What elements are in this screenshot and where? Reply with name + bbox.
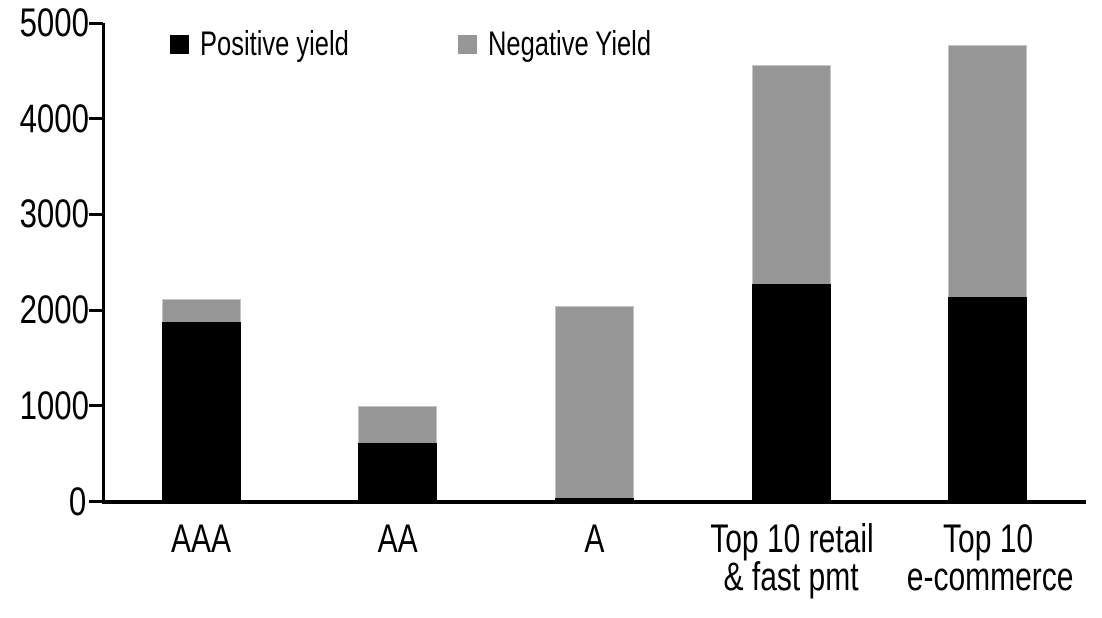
bar-top-10-e-commerce-negative-segment <box>948 45 1028 297</box>
x-axis-label-aaa: AAA <box>93 517 310 561</box>
bar-aaa-positive-segment <box>161 321 241 503</box>
x-axis-label-text: AAA <box>171 517 232 561</box>
x-axis-line <box>102 500 1086 504</box>
y-tick-label-0: 0 <box>0 482 86 522</box>
x-axis-label-text: AA <box>377 517 418 561</box>
bar-top-10-retail-fast-pmt-positive-segment <box>751 284 831 503</box>
y-axis-tick-2000 <box>89 308 103 312</box>
y-axis-tick-0 <box>89 500 103 503</box>
x-axis-label-text: Top 10 retail <box>710 517 874 561</box>
x-axis-label-line: A <box>486 517 703 561</box>
y-tick-label-text: 4000 <box>19 96 89 141</box>
legend-item-positive-yield: Positive yield <box>170 27 398 61</box>
x-axis-label-line: e-commerce <box>879 555 1096 599</box>
x-axis-label-text: e-commerce <box>907 555 1074 599</box>
x-axis-label-line: Top 10 retail <box>683 517 900 561</box>
bar-aa-positive-segment <box>358 442 438 503</box>
bar-aa <box>358 405 438 503</box>
bar-aaa <box>161 298 241 503</box>
x-axis-label-line: Top 10 <box>879 517 1096 561</box>
legend: Positive yield Negative Yield <box>170 27 706 61</box>
x-axis-label-text: & fast pmt <box>723 555 859 599</box>
legend-label-negative-yield: Negative Yield <box>488 27 705 61</box>
y-axis-tick-4000 <box>89 117 103 121</box>
legend-item-negative-yield: Negative Yield <box>458 27 705 61</box>
bar-aaa-negative-segment <box>161 298 241 322</box>
bar-top-10-retail-fast-pmt-negative-segment <box>751 65 831 285</box>
y-tick-label-5000: 5000 <box>0 1 89 45</box>
x-axis-label-line: & fast pmt <box>683 555 900 599</box>
y-tick-label-text: 2000 <box>19 288 89 333</box>
x-axis-label-text: Top 10 <box>942 517 1033 561</box>
bar-top-10-e-commerce <box>948 45 1028 503</box>
x-axis-label-text: A <box>584 517 605 561</box>
y-tick-label-3000: 3000 <box>0 192 89 237</box>
y-axis-tick-5000 <box>89 21 103 25</box>
y-axis-tick-1000 <box>89 404 103 408</box>
legend-label-negative-yield-text: Negative Yield <box>488 25 652 63</box>
x-axis-label-line: AAA <box>93 517 310 561</box>
bar-top-10-e-commerce-positive-segment <box>948 296 1028 503</box>
x-axis-label-aa: AA <box>290 517 507 561</box>
y-axis-line <box>102 23 105 503</box>
bar-a <box>555 306 634 503</box>
legend-label-positive-yield-text: Positive yield <box>200 25 349 63</box>
positive-yield-swatch <box>170 34 189 54</box>
y-axis-tick-3000 <box>89 212 103 216</box>
negative-yield-swatch <box>458 34 478 54</box>
bar-aa-negative-segment <box>358 405 438 443</box>
legend-label-positive-yield: Positive yield <box>200 27 398 61</box>
bar-top-10-retail-fast-pmt <box>751 65 831 503</box>
x-axis-label-line: AA <box>290 517 507 561</box>
x-axis-label-a: A <box>486 517 703 561</box>
y-tick-label-text: 3000 <box>19 192 89 237</box>
x-axis-label-top-10-e-commerce: Top 10 e-commerce <box>879 517 1096 599</box>
y-tick-label-text: 5000 <box>19 1 89 45</box>
x-axis-label-top-10-retail-fast-pmt: Top 10 retail & fast pmt <box>683 517 900 599</box>
y-tick-label-2000: 2000 <box>0 288 89 333</box>
y-tick-label-text: 0 <box>68 479 86 524</box>
y-tick-label-1000: 1000 <box>0 383 89 428</box>
bar-a-negative-segment <box>555 306 634 498</box>
y-tick-label-text: 1000 <box>19 383 89 428</box>
y-tick-label-4000: 4000 <box>0 96 89 141</box>
